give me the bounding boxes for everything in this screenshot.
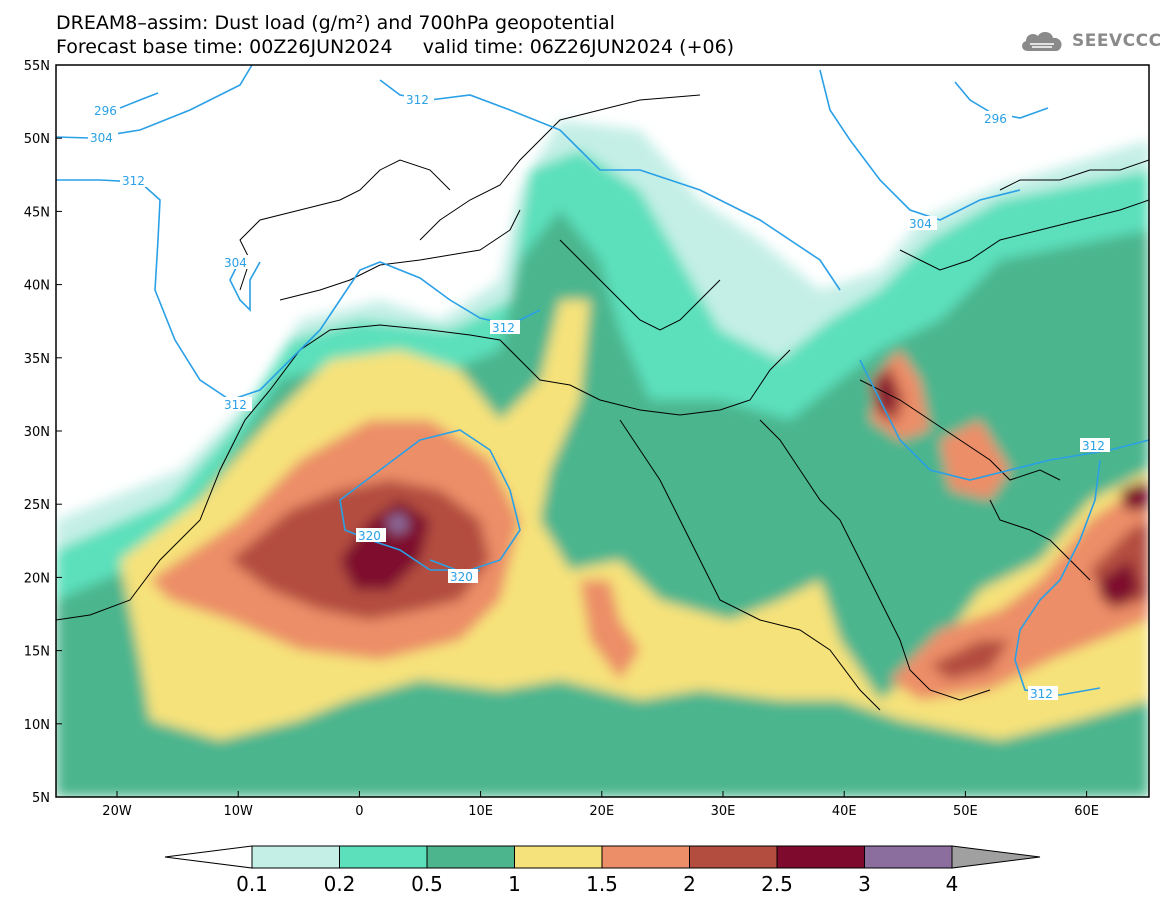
lat-label: 15N <box>24 645 50 660</box>
lon-label: 10W <box>223 804 253 819</box>
lon-label: 30E <box>711 804 736 819</box>
contour-label: 312 <box>122 174 145 188</box>
contour-label: 312 <box>1030 687 1053 701</box>
colorbar-segment <box>864 845 953 869</box>
colorbar-label: 3 <box>858 872 871 896</box>
colorbar-label: 1 <box>508 872 521 896</box>
logo-text: SEEVCCC <box>1072 31 1162 51</box>
lat-label: 35N <box>24 352 50 367</box>
contour-label: 320 <box>450 570 473 584</box>
lat-label: 5N <box>32 791 50 806</box>
contour-label: 312 <box>492 321 515 335</box>
contour-label: 304 <box>224 256 247 270</box>
lon-label: 20W <box>102 804 132 819</box>
lat-label: 45N <box>24 205 50 220</box>
lon-label: 0 <box>355 804 363 819</box>
contour-labels: 296 304 312 304 312 312 312 320 320 296 … <box>88 92 1110 701</box>
colorbar-under-arrow <box>164 845 253 869</box>
lat-label: 25N <box>24 498 50 513</box>
seevccc-logo: SEEVCCC <box>1018 26 1162 56</box>
lat-label: 30N <box>24 425 50 440</box>
coastlines <box>56 94 1149 711</box>
lat-label: 20N <box>24 571 50 586</box>
longitude-labels: 20W 10W 0 10E 20E 30E 40E 50E 60E <box>102 791 1099 819</box>
lon-label: 20E <box>589 804 614 819</box>
colorbar-label: 2.5 <box>761 872 793 896</box>
latitude-labels: 55N 50N 45N 40N 35N 30N 25N 20N 15N 10N 5N <box>24 59 62 806</box>
lat-label: 55N <box>24 59 50 74</box>
colorbar-label: 0.5 <box>411 872 443 896</box>
lon-label: 60E <box>1074 804 1099 819</box>
title-line-1: DREAM8–assim: Dust load (g/m²) and 700hP… <box>56 12 615 34</box>
colorbar-segment <box>776 845 865 869</box>
contour-label: 312 <box>224 398 247 412</box>
colorbar-over-arrow <box>951 845 1041 869</box>
colorbar-label: 0.1 <box>236 872 268 896</box>
lat-label: 40N <box>24 279 50 294</box>
contour-label: 312 <box>406 93 429 107</box>
colorbar-label: 1.5 <box>586 872 618 896</box>
colorbar-label: 2 <box>683 872 696 896</box>
colorbar-segment <box>601 845 690 869</box>
title-line-2: Forecast base time: 00Z26JUN2024 valid t… <box>56 36 735 58</box>
contour-label: 312 <box>1082 439 1105 453</box>
dust-field <box>56 120 1149 797</box>
contour-label: 304 <box>909 217 932 231</box>
colorbar-segment <box>689 845 778 869</box>
lon-label: 10E <box>468 804 493 819</box>
colorbar-segment <box>339 845 428 869</box>
colorbar-label: 4 <box>946 872 959 896</box>
contour-label: 320 <box>358 529 381 543</box>
colorbar-label: 0.2 <box>324 872 356 896</box>
contour-label: 296 <box>94 104 117 118</box>
contour-label: 296 <box>984 112 1007 126</box>
contour-label: 304 <box>90 131 113 145</box>
lon-label: 50E <box>953 804 978 819</box>
lat-label: 10N <box>24 718 50 733</box>
lon-label: 40E <box>832 804 857 819</box>
colorbar-segment <box>426 845 515 869</box>
cloud-icon <box>1022 32 1062 51</box>
colorbar: 0.1 0.2 0.5 1 1.5 2 2.5 3 4 <box>164 845 1041 896</box>
colorbar-segment <box>514 845 603 869</box>
colorbar-segment <box>251 845 340 869</box>
lat-label: 50N <box>24 132 50 147</box>
